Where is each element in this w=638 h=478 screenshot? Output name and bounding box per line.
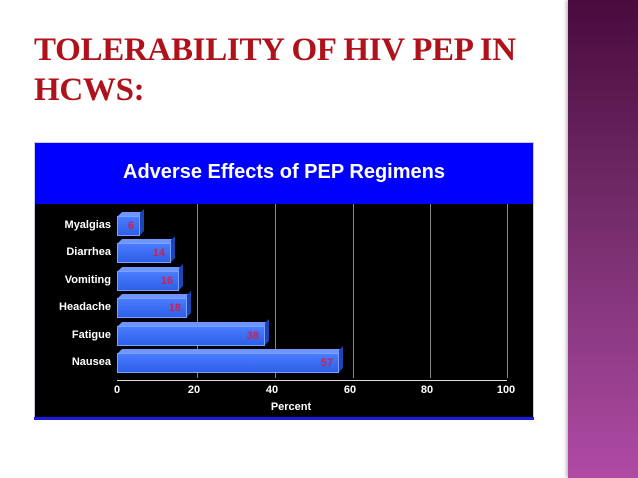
x-tick: 40 <box>265 384 279 396</box>
x-tick: 80 <box>420 384 434 396</box>
category-label: Myalgias <box>64 219 111 231</box>
value-label: 16 <box>160 275 173 287</box>
gridline <box>197 204 198 378</box>
bar-myalgias: 6 <box>117 216 140 236</box>
value-label: 14 <box>152 247 165 259</box>
category-label: Diarrhea <box>66 246 111 258</box>
chart-bottom-border <box>34 417 534 420</box>
bar-headache: 18 <box>117 298 187 318</box>
chart: Adverse Effects of PEP Regimens Myalgias… <box>34 142 534 418</box>
category-label: Fatigue <box>71 329 111 341</box>
gridline <box>507 204 508 378</box>
gridline <box>353 204 354 378</box>
gridline <box>275 204 276 378</box>
side-accent-bar <box>568 0 638 478</box>
value-label: 18 <box>168 302 181 314</box>
x-tick: 60 <box>343 384 357 396</box>
bar-vomiting: 16 <box>117 271 179 291</box>
bar-diarrhea: 14 <box>117 243 171 263</box>
bar-nausea: 57 <box>117 353 339 373</box>
category-label: Headache <box>59 301 111 313</box>
slide-title: TOLERABILITY OF HIV PEP IN HCWS: <box>34 32 516 108</box>
value-label: 38 <box>246 330 259 342</box>
x-tick: 20 <box>187 384 201 396</box>
chart-title: Adverse Effects of PEP Regimens <box>35 143 533 204</box>
gridline <box>430 204 431 378</box>
x-axis-line <box>117 380 507 381</box>
x-axis-label: Percent <box>270 401 312 413</box>
x-tick: 100 <box>496 384 516 396</box>
value-label: 6 <box>127 220 134 232</box>
x-tick: 0 <box>113 384 121 396</box>
value-label: 57 <box>320 357 333 369</box>
bar-fatigue: 38 <box>117 326 265 346</box>
category-label: Vomiting <box>64 274 111 286</box>
category-label: Nausea <box>71 356 111 368</box>
